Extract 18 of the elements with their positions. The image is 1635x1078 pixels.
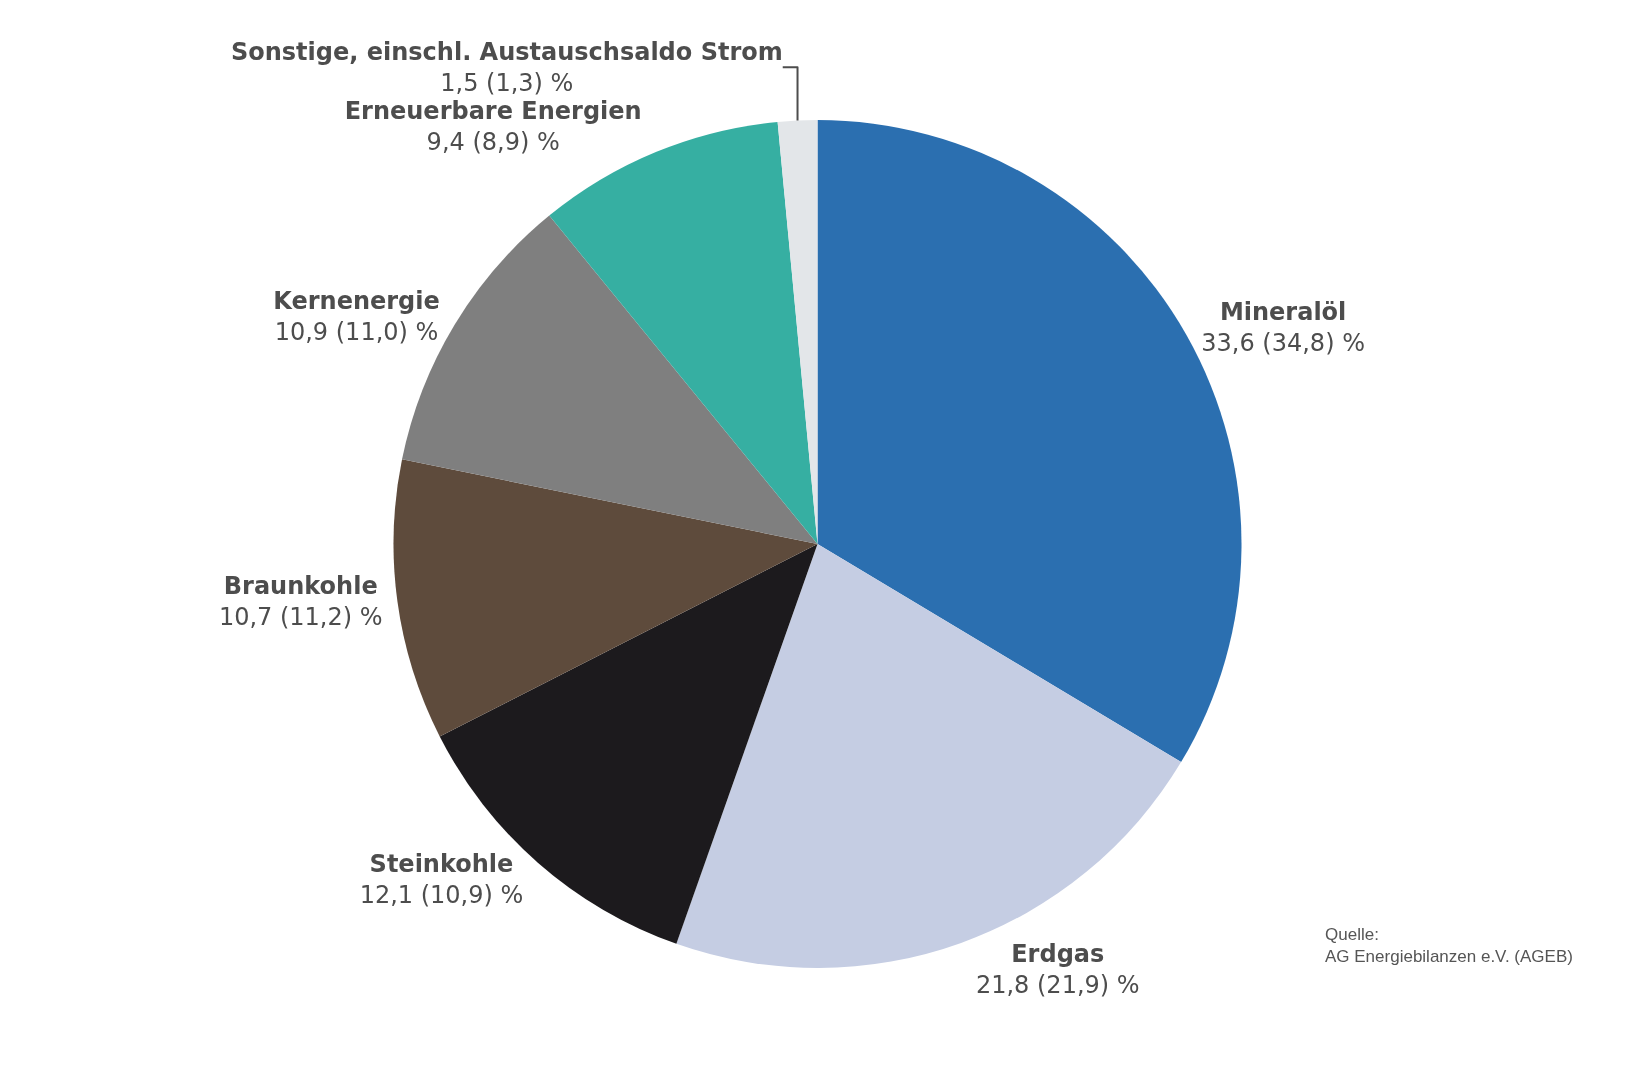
pie-slice — [676, 544, 1182, 968]
data-label: 9,4 (8,9) % — [426, 128, 560, 157]
slice-label: Sonstige, einschl. Austauschsaldo Strom — [230, 37, 783, 66]
data-label: 21,8 (21,9) % — [975, 970, 1140, 999]
data-label: 10,7 (11,2) % — [218, 603, 383, 632]
source-note: Quelle: AG Energiebilanzen e.V. (AGEB) — [1325, 925, 1573, 967]
slice-label: Erneuerbare Energien — [344, 96, 642, 125]
pie-slice — [393, 459, 818, 737]
data-label: 12,1 (10,9) % — [359, 881, 524, 910]
slice-label: Braunkohle — [223, 572, 378, 601]
data-label: 33,6 (34,8) % — [1201, 329, 1365, 358]
slice-label: Erdgas — [1011, 939, 1105, 968]
slice-label: Kernenergie — [273, 287, 440, 316]
slice-label: Steinkohle — [369, 850, 514, 879]
pie-slice — [777, 120, 818, 544]
slice-label: Mineralöl — [1219, 298, 1347, 327]
data-label: 1,5 (1,3) % — [440, 68, 574, 97]
data-label: 10,9 (11,0) % — [274, 318, 439, 347]
